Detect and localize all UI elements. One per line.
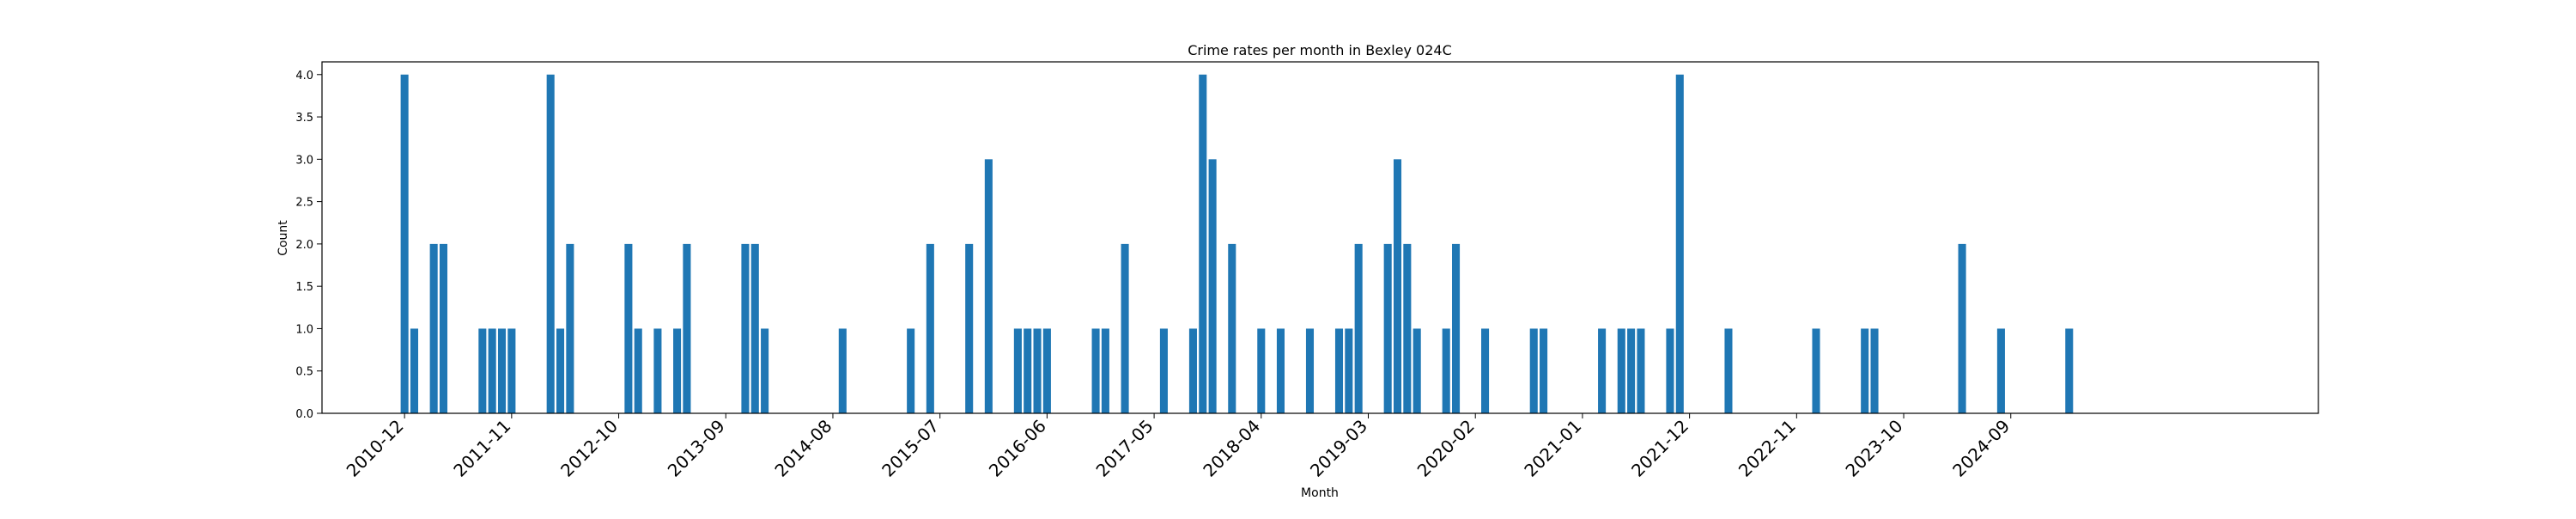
bar <box>1345 328 1353 413</box>
x-tick-label: 2011-11 <box>449 416 514 481</box>
bar <box>1666 328 1674 413</box>
y-tick-label: 1.0 <box>295 323 313 336</box>
x-tick-label: 2016-06 <box>985 416 1050 481</box>
x-tick-label: 2013-09 <box>664 416 729 481</box>
y-axis: 0.0 0.5 1.0 1.5 2.0 2.5 3.0 3.5 4.0 <box>295 70 322 421</box>
x-tick-label: 2020-02 <box>1413 416 1479 481</box>
bar <box>907 328 915 413</box>
bar <box>1393 159 1402 414</box>
x-tick-label: 2010-12 <box>343 416 408 481</box>
bar <box>984 159 993 414</box>
bar <box>1812 328 1820 413</box>
x-axis-label: Month <box>1301 486 1339 500</box>
bar <box>1383 243 1392 413</box>
bar <box>566 243 574 413</box>
bar <box>1276 328 1285 413</box>
bar <box>1228 243 1236 413</box>
bar <box>556 328 565 413</box>
bar <box>1540 328 1548 413</box>
bar <box>1481 328 1490 413</box>
bar <box>439 243 448 413</box>
bar <box>1013 328 1022 413</box>
bar <box>1529 328 1538 413</box>
y-tick-label: 2.5 <box>295 197 313 210</box>
bar <box>1724 328 1733 413</box>
bar <box>1861 328 1869 413</box>
bar <box>488 328 496 413</box>
bar <box>2065 328 2074 413</box>
x-tick-label: 2022-11 <box>1735 416 1800 481</box>
bar <box>400 74 409 413</box>
bar <box>1413 328 1421 413</box>
bar <box>478 328 487 413</box>
bar <box>761 328 769 413</box>
x-tick-label: 2021-01 <box>1520 416 1585 481</box>
x-axis: 2010-12 2011-11 2012-10 2013-09 2014-08 2015-… <box>343 413 2014 481</box>
x-tick-label: 2021-12 <box>1627 416 1692 481</box>
bar <box>1208 159 1217 414</box>
x-tick-label: 2018-04 <box>1199 416 1264 481</box>
plot-frame <box>321 61 2319 414</box>
chart-title: Crime rates per month in Bexley 024C <box>1188 42 1452 58</box>
y-tick-label: 0.5 <box>295 366 313 379</box>
bar <box>741 243 750 413</box>
bar <box>1617 328 1625 413</box>
bar <box>1675 74 1684 413</box>
bar <box>1024 328 1032 413</box>
bar <box>1042 328 1051 413</box>
bar <box>1627 328 1636 413</box>
bar <box>507 328 516 413</box>
x-tick-label: 2012-10 <box>556 416 622 481</box>
bar <box>1598 328 1607 413</box>
y-tick-label: 2.0 <box>295 239 313 252</box>
bar <box>683 243 691 413</box>
x-tick-label: 2019-03 <box>1306 416 1371 481</box>
x-tick-label: 2017-05 <box>1092 416 1157 481</box>
bar <box>634 328 642 413</box>
bar <box>1199 74 1207 413</box>
y-axis-label: Count <box>276 220 290 256</box>
bar <box>546 74 555 413</box>
bar <box>429 243 438 413</box>
bar <box>1091 328 1100 413</box>
bar <box>497 328 507 413</box>
bar <box>653 328 662 413</box>
bar <box>1121 243 1129 413</box>
bar <box>1354 243 1363 413</box>
y-tick-label: 4.0 <box>295 70 313 82</box>
bar <box>1159 328 1168 413</box>
bar <box>673 328 682 413</box>
bar <box>1403 243 1412 413</box>
bar <box>1305 328 1315 413</box>
x-tick-label: 2023-10 <box>1842 416 1907 481</box>
bar <box>1257 328 1266 413</box>
bar <box>1958 243 1966 413</box>
bar <box>1637 328 1645 413</box>
bar <box>1334 328 1344 413</box>
bar <box>624 243 633 413</box>
bar <box>410 328 419 413</box>
x-tick-label: 2014-08 <box>770 416 835 481</box>
bar <box>1033 328 1042 413</box>
bar <box>1452 243 1461 413</box>
bar <box>750 243 759 413</box>
y-tick-label: 3.0 <box>295 154 313 167</box>
x-tick-label: 2015-07 <box>878 416 943 481</box>
bar <box>1870 328 1879 413</box>
bar <box>1188 328 1197 413</box>
bar <box>1442 328 1450 413</box>
bar <box>926 243 934 413</box>
y-tick-label: 0.0 <box>295 408 313 421</box>
y-tick-label: 3.5 <box>295 112 313 125</box>
bar <box>1101 328 1109 413</box>
bar <box>965 243 974 413</box>
x-tick-label: 2024-09 <box>1948 416 2014 481</box>
y-tick-label: 1.5 <box>295 281 313 294</box>
bars <box>400 74 2074 414</box>
bar <box>1996 328 2005 413</box>
bar <box>838 328 847 413</box>
